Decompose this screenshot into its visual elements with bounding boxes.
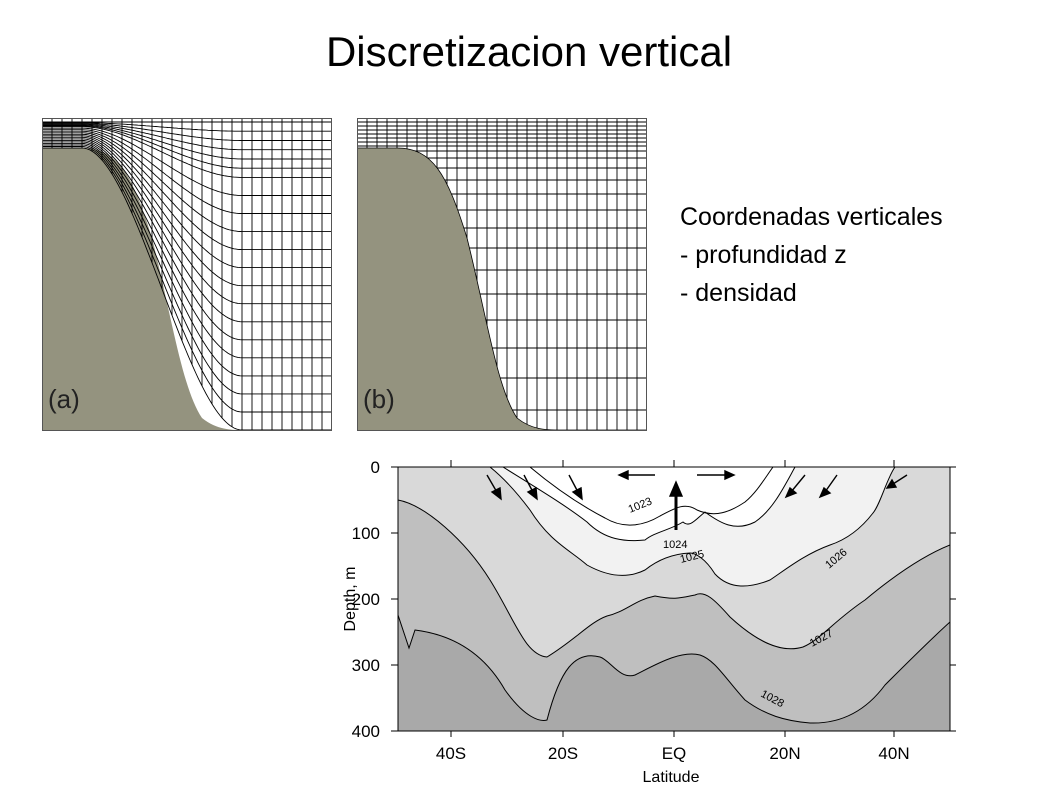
y-axis-label: Depth, m: [342, 567, 359, 632]
x-axis-label: Latitude: [643, 769, 700, 786]
coordinate-list: Coordenadas verticales - profundidad z -…: [680, 198, 943, 312]
x-tick-20s: 20S: [548, 744, 578, 763]
sigma-layer-line: [42, 123, 332, 151]
panel-label-b: (b): [363, 384, 395, 414]
sigma-layer-line: [42, 142, 332, 377]
x-tick-eq: EQ: [662, 744, 687, 763]
terrain-a: [42, 148, 332, 431]
sigma-layer-line: [42, 136, 332, 305]
contour-1025: [502, 467, 796, 542]
y-tick-200: 200: [352, 590, 380, 609]
x-tick-40s: 40S: [436, 744, 466, 763]
grid-panel-b: (b): [357, 118, 647, 431]
coordinate-heading: Coordenadas verticales: [680, 203, 943, 231]
sigma-layer-line: [42, 130, 332, 233]
coordinate-item-depth: - profundidad z: [680, 241, 847, 269]
sigma-layer-line: [42, 135, 332, 287]
grid-panel-a: (a): [42, 118, 332, 431]
contour-label-1025: 1025: [679, 548, 706, 566]
sigma-layer-line: [42, 124, 332, 160]
sigma-layer-line: [42, 132, 332, 251]
coordinate-item-density: - densidad: [680, 279, 797, 307]
y-tick-300: 300: [352, 656, 380, 675]
density-section-chart: 1023 1024 1025 1026 1027 1028 0 100 200 …: [342, 458, 956, 786]
sigma-layer-line: [42, 138, 332, 323]
sigma-layer-line: [42, 139, 332, 341]
sigma-layer-line: [42, 122, 332, 132]
contour-label-1024: 1024: [663, 539, 687, 551]
sigma-layer-line: [42, 125, 332, 169]
sigma-layer-line: [42, 144, 332, 395]
sigma-layer-line: [42, 146, 332, 413]
sigma-layer-line: [42, 127, 332, 196]
sigma-layer-line: [42, 141, 332, 359]
y-tick-100: 100: [352, 524, 380, 543]
sigma-layer-line: [42, 129, 332, 214]
panel-label-a: (a): [48, 384, 80, 414]
slide-title: Discretizacion vertical: [325, 28, 733, 75]
y-tick-0: 0: [371, 458, 380, 477]
sigma-layer-line: [42, 123, 332, 141]
y-tick-400: 400: [352, 722, 380, 741]
circulation-arrows: [486, 469, 908, 530]
x-tick-20n: 20N: [769, 744, 800, 763]
sigma-layer-line: [42, 126, 332, 178]
contour-1026: [489, 467, 896, 587]
sigma-layer-line: [42, 133, 332, 269]
contour-1028: [398, 614, 950, 724]
x-tick-40n: 40N: [878, 744, 909, 763]
terrain-b: [357, 147, 647, 431]
contour-1027: [398, 499, 950, 658]
